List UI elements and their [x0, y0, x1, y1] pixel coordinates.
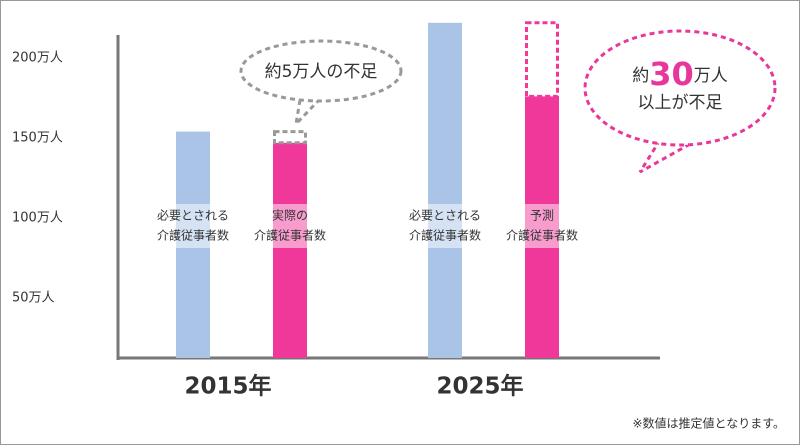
annotation-part: 30 — [649, 55, 694, 93]
y-tick-label: 200万人 — [12, 51, 63, 66]
shortfall — [525, 21, 559, 98]
annotation-part: 約 — [632, 66, 649, 86]
y-tick-label: 50万人 — [12, 291, 55, 306]
annotation: 約5万人の不足 — [265, 62, 378, 82]
label-bg — [270, 204, 310, 248]
bar-label: 介護従事者数 — [409, 228, 481, 243]
annotation: 以上が不足 — [638, 93, 723, 113]
bar — [428, 22, 462, 359]
bar-label: 予測 — [530, 209, 554, 223]
annotation-part: 万人 — [694, 66, 728, 86]
bubble-2015: 約5万人の不足 — [239, 39, 403, 129]
bar-label: 介護従事者数 — [254, 228, 326, 243]
shortfall — [273, 130, 307, 145]
label-bg — [522, 204, 562, 248]
bubble-2025: 約30万人 以上が不足 — [583, 29, 777, 174]
label-bg — [173, 204, 213, 248]
bar — [273, 142, 307, 358]
y-tick-label: 100万人 — [12, 211, 63, 226]
x-tick-label: 2015年 — [184, 373, 271, 400]
annotation: 約30万人 — [632, 55, 728, 93]
bar-label: 必要とされる — [409, 209, 481, 223]
bar-label: 介護従事者数 — [506, 228, 578, 243]
x-tick-label: 2025年 — [436, 373, 523, 400]
note: ※数値は推定値となります。 — [633, 416, 786, 431]
bar-label: 実際の — [272, 208, 308, 223]
label-bg — [425, 204, 465, 248]
y-tick-label: 150万人 — [12, 131, 63, 146]
bar-label: 必要とされる — [157, 209, 229, 223]
bar-label: 介護従事者数 — [157, 228, 229, 243]
